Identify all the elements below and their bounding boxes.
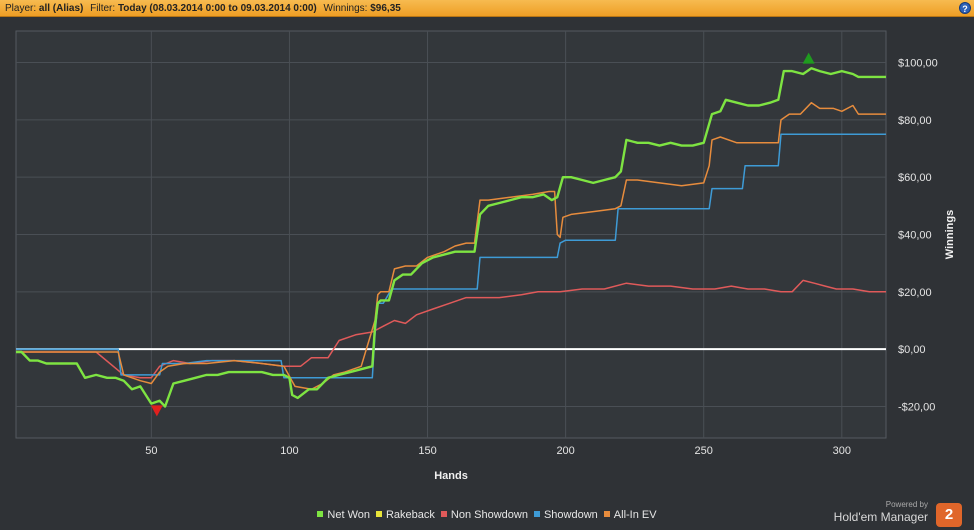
legend-label: Non Showdown	[450, 509, 528, 521]
legend-label: Net Won	[327, 509, 370, 521]
filter-label: Filter:	[90, 3, 116, 14]
x-tick-label: 150	[418, 445, 436, 457]
legend-label: All-In EV	[613, 509, 657, 521]
y-tick-label: $80,00	[898, 115, 932, 127]
min-marker	[150, 405, 163, 417]
brand-name: Hold'em Manager	[833, 510, 928, 524]
winnings-label: Winnings:	[323, 3, 368, 14]
max-marker	[802, 52, 815, 64]
y-tick-label: $20,00	[898, 287, 932, 299]
legend-swatch	[375, 511, 382, 517]
legend-swatch	[440, 511, 447, 517]
legend-item-non-showdown[interactable]: Non Showdown	[440, 509, 528, 521]
y-tick-label: $60,00	[898, 172, 932, 184]
y-axis-title: Winnings	[944, 210, 956, 259]
x-tick-label: 100	[280, 445, 298, 457]
x-tick-label: 50	[145, 445, 157, 457]
y-tick-label: -$20,00	[898, 401, 935, 413]
legend-label: Showdown	[543, 509, 598, 521]
y-tick-label: $0,00	[898, 344, 926, 356]
series-line-net-won	[16, 67, 886, 408]
legend-swatch	[533, 511, 540, 517]
legend-swatch	[603, 511, 610, 517]
y-tick-label: $40,00	[898, 230, 932, 242]
help-icon[interactable]: ?	[959, 2, 971, 14]
header-bar: Player: all (Alias) Filter: Today (08.03…	[0, 0, 974, 17]
series-line-all-in-ev	[16, 101, 886, 391]
series-line-showdown	[16, 133, 886, 379]
x-tick-label: 250	[695, 445, 713, 457]
y-tick-label: $100,00	[898, 58, 938, 70]
x-tick-label: 300	[833, 445, 851, 457]
brand: Powered by Hold'em Manager 2	[816, 498, 966, 528]
x-axis-title: Hands	[434, 470, 468, 482]
legend-item-rakeback[interactable]: Rakeback	[375, 509, 435, 521]
legend-item-all-in-ev[interactable]: All-In EV	[603, 509, 657, 521]
x-tick-label: 200	[556, 445, 574, 457]
winnings-value: $96,35	[370, 3, 401, 14]
player-value[interactable]: all (Alias)	[38, 3, 84, 14]
legend-item-showdown[interactable]: Showdown	[533, 509, 598, 521]
legend: Net Won Rakeback Non Showdown Showdown All-I…	[0, 509, 974, 525]
brand-logo-icon: 2	[936, 503, 962, 527]
legend-label: Rakeback	[385, 509, 435, 521]
player-label: Player:	[5, 3, 37, 14]
legend-item-net-won[interactable]: Net Won	[317, 509, 370, 521]
legend-swatch	[317, 511, 324, 517]
filter-value[interactable]: Today (08.03.2014 0:00 to 09.03.2014 0:0…	[117, 3, 317, 14]
powered-by-text: Powered by	[885, 500, 928, 509]
